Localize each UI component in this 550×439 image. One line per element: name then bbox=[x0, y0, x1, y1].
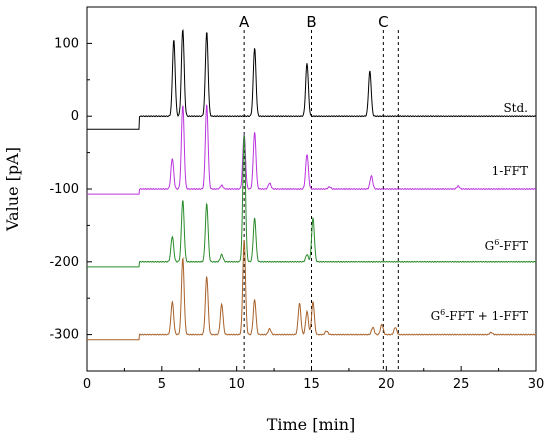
x-tick-label: 5 bbox=[158, 377, 166, 392]
y-axis-title: Value [pA] bbox=[3, 147, 22, 232]
y-axis-ticks: 100 0 -100 -200 -300 bbox=[49, 6, 92, 372]
y-tick-label: -100 bbox=[49, 182, 79, 197]
x-tick-label: 0 bbox=[83, 377, 91, 392]
x-tick-label: 10 bbox=[228, 377, 245, 392]
marker-label: A bbox=[239, 13, 250, 31]
series-label-prefix: Std. bbox=[503, 101, 528, 115]
series-label-prefix: G bbox=[431, 309, 441, 323]
y-tick-label: -200 bbox=[49, 255, 79, 270]
series-label: G6-FFT bbox=[485, 238, 528, 253]
y-tick-label: 0 bbox=[71, 109, 79, 124]
series-label-sup: 6 bbox=[494, 238, 499, 247]
x-tick-label: 20 bbox=[378, 377, 395, 392]
x-tick-label: 30 bbox=[528, 377, 545, 392]
series-line bbox=[87, 29, 537, 130]
marker-label: B bbox=[306, 13, 316, 31]
series-line bbox=[87, 134, 537, 268]
x-tick-label: 15 bbox=[303, 377, 320, 392]
series-line bbox=[87, 240, 537, 341]
y-tick-label: 100 bbox=[54, 36, 79, 51]
x-axis-ticks: 0 5 10 15 20 25 30 bbox=[83, 366, 544, 392]
marker-lines: A B C bbox=[239, 13, 399, 371]
x-tick-label: 25 bbox=[453, 377, 470, 392]
series-label: G6-FFT + 1-FFT bbox=[431, 308, 528, 323]
series-label-sup: 6 bbox=[440, 308, 445, 317]
series-line bbox=[87, 104, 537, 195]
series-label-suffix: -FFT + 1-FFT bbox=[445, 309, 528, 323]
y-tick-label: -300 bbox=[49, 328, 79, 343]
series-label-prefix: G bbox=[485, 239, 495, 253]
series-label: 1-FFT bbox=[492, 164, 528, 178]
x-axis-title: Time [min] bbox=[267, 415, 356, 434]
series-label-prefix: 1-FFT bbox=[492, 164, 528, 178]
series-label-suffix: -FFT bbox=[499, 239, 528, 253]
marker-label: C bbox=[378, 13, 388, 31]
series-label: Std. bbox=[503, 101, 528, 115]
series-group bbox=[87, 29, 537, 341]
